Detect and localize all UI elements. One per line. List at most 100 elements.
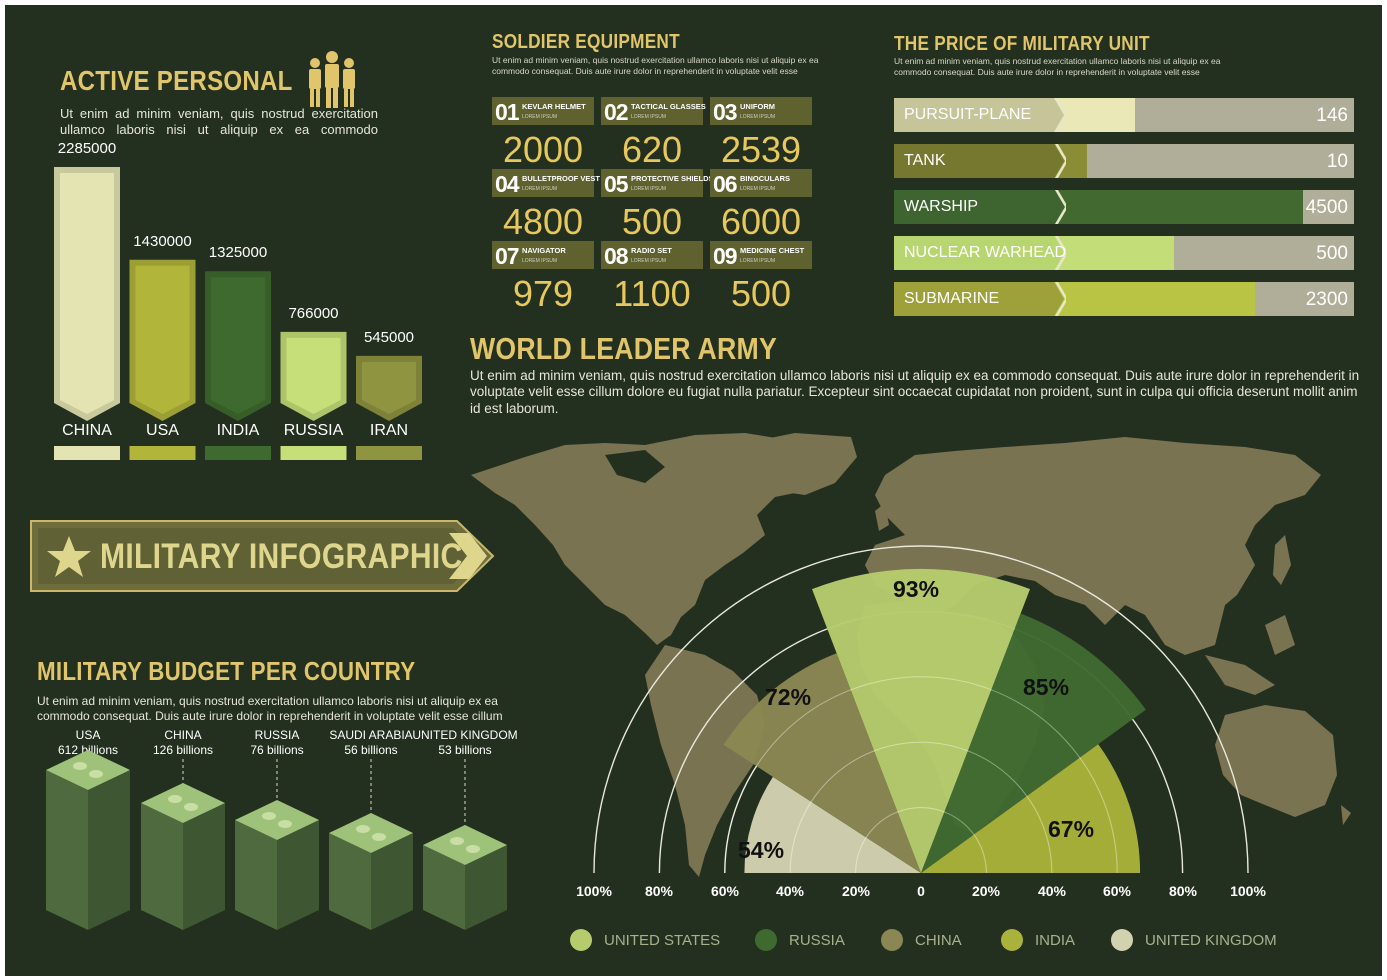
money-bill-emblem [73, 762, 87, 770]
bar-value-label: 545000 [363, 328, 415, 346]
money-stack-top [46, 750, 130, 790]
equipment-value: 500 [621, 201, 683, 242]
equipment-value: 6000 [720, 201, 802, 242]
military-infographic-banner [30, 520, 495, 592]
bar-category-label: INDIA [216, 422, 260, 439]
money-stack-left-face [46, 770, 88, 930]
equipment-number: 03 [713, 99, 738, 125]
polar-value-label: 85% [1023, 674, 1070, 700]
active-personal-chart [54, 167, 422, 460]
money-bill-emblem [450, 837, 464, 845]
budget-country-label: RUSSIA [254, 728, 300, 742]
price-fill-bar [1054, 190, 1303, 224]
polar-grid-ring-overlay [724, 676, 1118, 874]
money-bill-emblem [168, 795, 182, 803]
world-leader-title: WORLD LEADER ARMY [470, 331, 778, 366]
polar-axis-tick: 100% [576, 883, 612, 899]
polar-wedge-united-states [812, 568, 1030, 873]
equipment-value: 2539 [720, 129, 802, 170]
equipment-number: 06 [713, 171, 738, 197]
price-category-label: NUCLEAR WARHEAD [904, 244, 1067, 261]
budget-text: Ut enim ad minim veniam, quis nostrud ex… [37, 694, 503, 723]
polar-grid-ring [593, 545, 1249, 874]
budget-title: MILITARY BUDGET PER COUNTRY [37, 656, 416, 686]
price-unit-text: Ut enim ad minim veniam, quis nostrud ex… [894, 56, 1221, 78]
equipment-subtitle: LOREM IPSUM [631, 186, 667, 192]
equipment-number: 05 [604, 171, 629, 197]
legend-swatch-china [54, 446, 120, 460]
price-label-chevron [1055, 190, 1066, 224]
money-stack-right-face [277, 820, 319, 930]
polar-wedge-china [723, 653, 921, 873]
legend-dot [570, 929, 592, 951]
polar-axis-tick: 80% [644, 883, 674, 899]
equipment-header: 05 PROTECTIVE SHIELDS LOREM IPSUM [601, 169, 714, 197]
bar-inner-india [211, 277, 265, 414]
equipment-header: 01 KEVLAR HELMET LOREM IPSUM [492, 97, 594, 125]
price-label-chevron [1055, 98, 1066, 132]
equipment-number: 09 [713, 243, 738, 269]
price-label-tag [894, 236, 1066, 270]
price-label-chevron [1055, 282, 1066, 316]
price-row: SUBMARINE 2300 [894, 282, 1354, 316]
polar-wedge-russia [921, 613, 1146, 873]
bar-inner-usa [135, 265, 190, 414]
budget-chart [46, 750, 507, 930]
money-bill-emblem [356, 825, 370, 833]
budget-country-label: SAUDI ARABIA [329, 728, 413, 742]
price-category-label: TANK [904, 152, 946, 169]
legend-label: UNITED KINGDOM [1145, 932, 1277, 949]
money-bill-emblem [278, 820, 292, 828]
budget-country-label: UNITED KINGDOM [412, 728, 518, 742]
money-stack-top [141, 783, 225, 823]
budget-country-label: CHINA [164, 728, 202, 742]
price-value-label: 4500 [1305, 197, 1348, 218]
star-icon [47, 536, 91, 577]
polar-axis-tick: 100% [1230, 883, 1266, 899]
equipment-name: NAVIGATOR [522, 246, 566, 255]
legend-label: RUSSIA [789, 932, 845, 949]
price-label-shape [894, 190, 1064, 224]
money-bill-emblem [89, 770, 103, 778]
polar-wedge-united-kingdom [744, 776, 921, 873]
polar-axis-tick: 40% [1037, 883, 1067, 899]
price-label-shape [894, 98, 1064, 132]
money-bill-emblem [466, 845, 480, 853]
money-stack-right-face [88, 770, 130, 930]
equipment-header: 04 BULLETPROOF VEST LOREM IPSUM [492, 169, 600, 197]
bar-inner-china [60, 173, 114, 414]
money-bill-emblem [372, 833, 386, 841]
price-category-label: PURSUIT-PLANE [904, 106, 1032, 123]
money-bill-emblem [262, 812, 276, 820]
budget-country-label: USA [75, 728, 101, 742]
equipment-header: 08 RADIO SET LOREM IPSUM [601, 241, 703, 269]
equipment-header: 02 TACTICAL GLASSES LOREM IPSUM [601, 97, 706, 125]
price-label-chevron [1055, 144, 1066, 178]
banner-title: MILITARY INFOGRAPHIC [100, 537, 463, 576]
price-label-shape [894, 236, 1064, 270]
price-fill-bar [1054, 98, 1135, 132]
budget-value-label: 612 billions [57, 743, 119, 757]
equipment-name: KEVLAR HELMET [522, 102, 586, 111]
active-personal-text: Ut enim ad minim veniam, quis nostrud ex… [60, 106, 378, 137]
money-stack-top [423, 825, 507, 865]
soldier-equipment-text: Ut enim ad minim veniam, quis nostrud ex… [492, 55, 819, 77]
legend-dot [1111, 929, 1133, 951]
price-unit-title: THE PRICE OF MILITARY UNIT [894, 33, 1150, 55]
price-row: NUCLEAR WARHEAD 500 [894, 236, 1354, 270]
equipment-name: TACTICAL GLASSES [631, 102, 706, 111]
price-fill-bar [1054, 282, 1255, 316]
price-row: PURSUIT-PLANE 146 [894, 98, 1354, 132]
bar-inner-iran [362, 361, 416, 414]
price-label-tag [894, 190, 1066, 224]
price-value-label: 500 [1316, 243, 1348, 264]
equipment-value: 620 [621, 129, 683, 170]
bar-value-label: 2285000 [57, 140, 117, 157]
bar-category-label: USA [146, 422, 179, 439]
legend-label: UNITED STATES [604, 932, 721, 949]
price-label-tag [894, 98, 1066, 132]
budget-value-label: 76 billions [250, 743, 304, 757]
polar-axis-tick: 60% [710, 883, 740, 899]
equipment-number: 01 [495, 99, 520, 125]
price-label-shape [894, 144, 1064, 178]
